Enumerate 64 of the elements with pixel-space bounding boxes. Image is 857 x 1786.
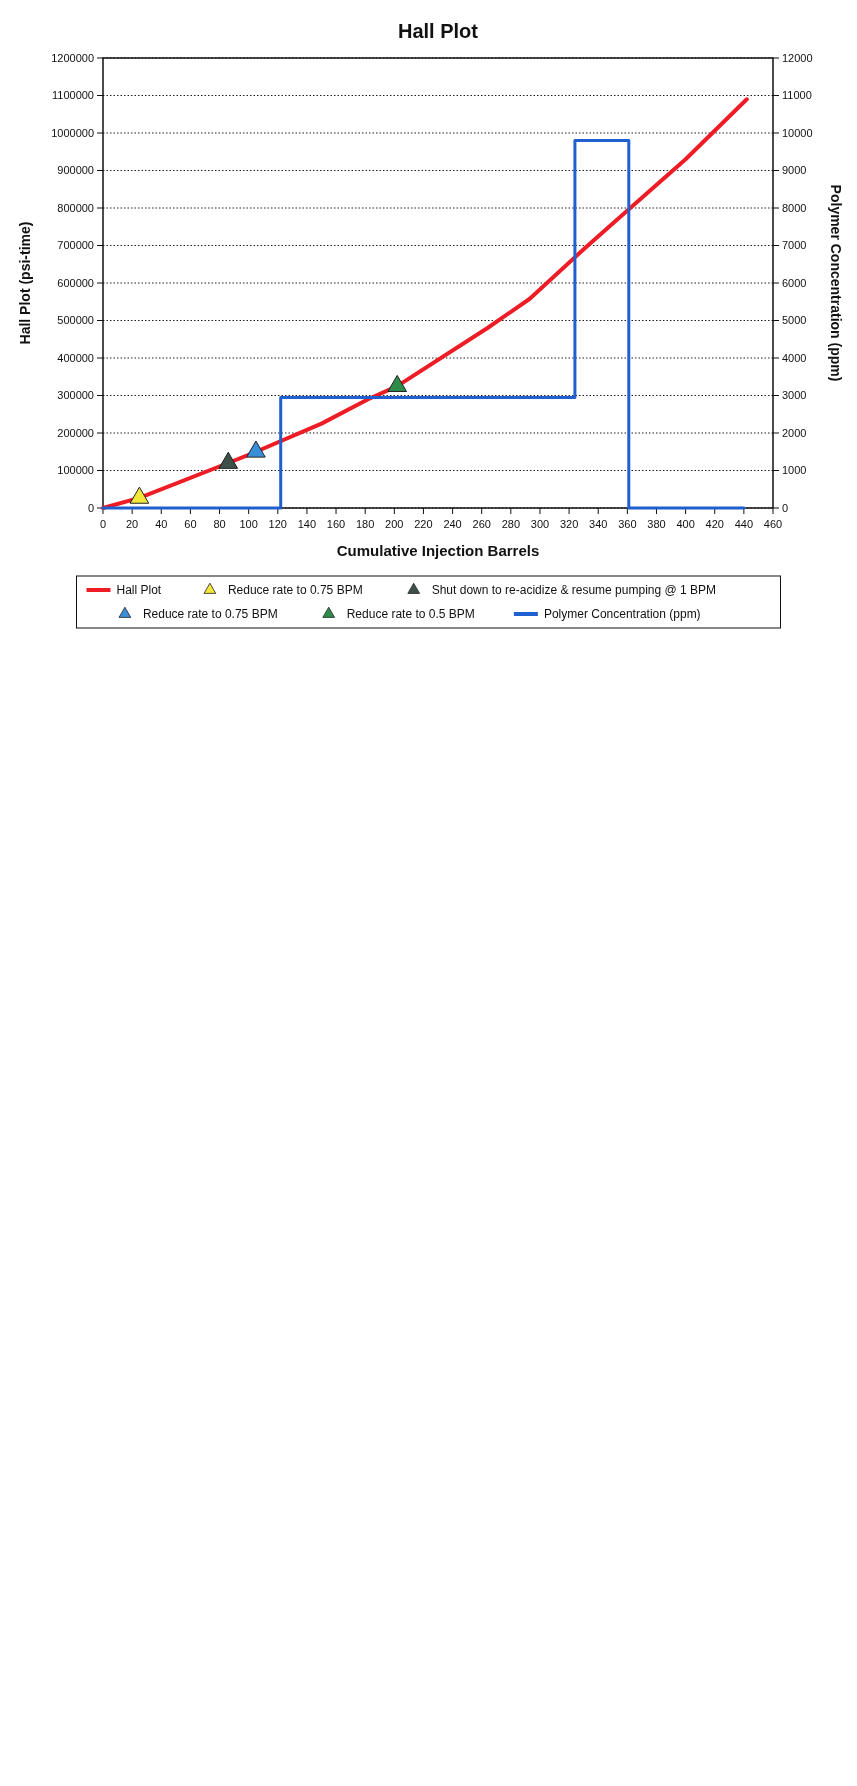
x-tick-label: 300	[530, 518, 550, 530]
legend-label: Polymer Concentration (ppm)	[543, 607, 701, 622]
y-axis-title: Hall Plot (psi-time)	[17, 221, 33, 345]
x-tick-label: 140	[297, 518, 317, 530]
x-tick-label: 80	[213, 518, 226, 530]
x-tick-label: 320	[559, 518, 579, 530]
y-tick-label: 100000	[57, 464, 94, 477]
legend-label: Shut down to re-acidize & resume pumping @ 1 BPM	[431, 583, 717, 598]
y-tick-label: 200000	[57, 426, 94, 439]
y2-tick-label: 9000	[782, 164, 807, 177]
point	[246, 440, 266, 458]
y2-tick-label: 7000	[782, 239, 807, 252]
x-tick-label: 400	[676, 518, 695, 530]
y-tick-label: 300000	[57, 389, 94, 402]
x-tick-label: 160	[326, 518, 346, 530]
x-tick-label: 460	[763, 518, 783, 530]
y-tick-label: 1000000	[51, 126, 94, 139]
x-tick-label: 340	[589, 518, 608, 530]
x-tick-label: 200	[385, 518, 404, 530]
legend-label: Hall Plot	[116, 583, 162, 598]
y2-tick-label: 3000	[782, 389, 807, 402]
x-tick-label: 220	[414, 518, 433, 530]
x-tick-label: 420	[705, 518, 724, 530]
x-tick-label: 380	[647, 518, 666, 530]
y2-axis-title: Polymer Concentration (ppm)	[828, 184, 844, 382]
x-tick-label: 440	[734, 518, 754, 530]
y2-tick-label: 12000	[782, 51, 813, 64]
y-tick-label: 800000	[57, 201, 94, 214]
x-tick-label: 280	[501, 518, 521, 530]
y2-tick-label: 2000	[782, 426, 807, 439]
x-tick-label: 40	[155, 518, 168, 530]
y-tick-label: 700000	[57, 239, 94, 252]
y2-tick-label: 0	[782, 501, 789, 514]
y2-tick-label: 8000	[782, 201, 807, 214]
legend-label: Reduce rate to 0.75 BPM	[227, 583, 363, 598]
x-tick-label: 120	[268, 518, 287, 530]
y-tick-label: 1200000	[51, 51, 94, 64]
y-tick-label: 1100000	[51, 89, 94, 102]
x-tick-label: 360	[618, 518, 637, 530]
y2-tick-label: 10000	[782, 126, 813, 139]
y-tick-label: 0	[87, 501, 94, 514]
chart-title: Hall Plot	[397, 20, 479, 42]
x-tick-label: 20	[126, 518, 139, 530]
y2-tick-label: 4000	[782, 351, 807, 364]
y-tick-label: 500000	[57, 314, 94, 327]
x-tick-label: 180	[355, 518, 375, 530]
x-tick-label: 240	[443, 518, 462, 530]
y2-tick-label: 5000	[782, 314, 807, 327]
y2-tick-label: 6000	[782, 276, 807, 289]
y-tick-label: 600000	[57, 276, 94, 289]
point	[129, 486, 150, 504]
point	[218, 451, 239, 469]
y-tick-label: 400000	[57, 351, 94, 364]
legend-label: Reduce rate to 0.5 BPM	[346, 607, 475, 622]
x-axis-title: Cumulative Injection Barrels	[336, 542, 540, 559]
legend-label: Reduce rate to 0.75 BPM	[142, 607, 278, 622]
y2-tick-label: 1000	[782, 464, 807, 477]
x-tick-label: 100	[239, 518, 258, 530]
point	[387, 374, 408, 392]
x-tick-label: 0	[99, 518, 107, 530]
y2-tick-label: 11000	[782, 89, 812, 102]
y-tick-label: 900000	[57, 164, 94, 177]
x-tick-label: 260	[472, 518, 491, 530]
x-tick-label: 60	[184, 518, 197, 530]
